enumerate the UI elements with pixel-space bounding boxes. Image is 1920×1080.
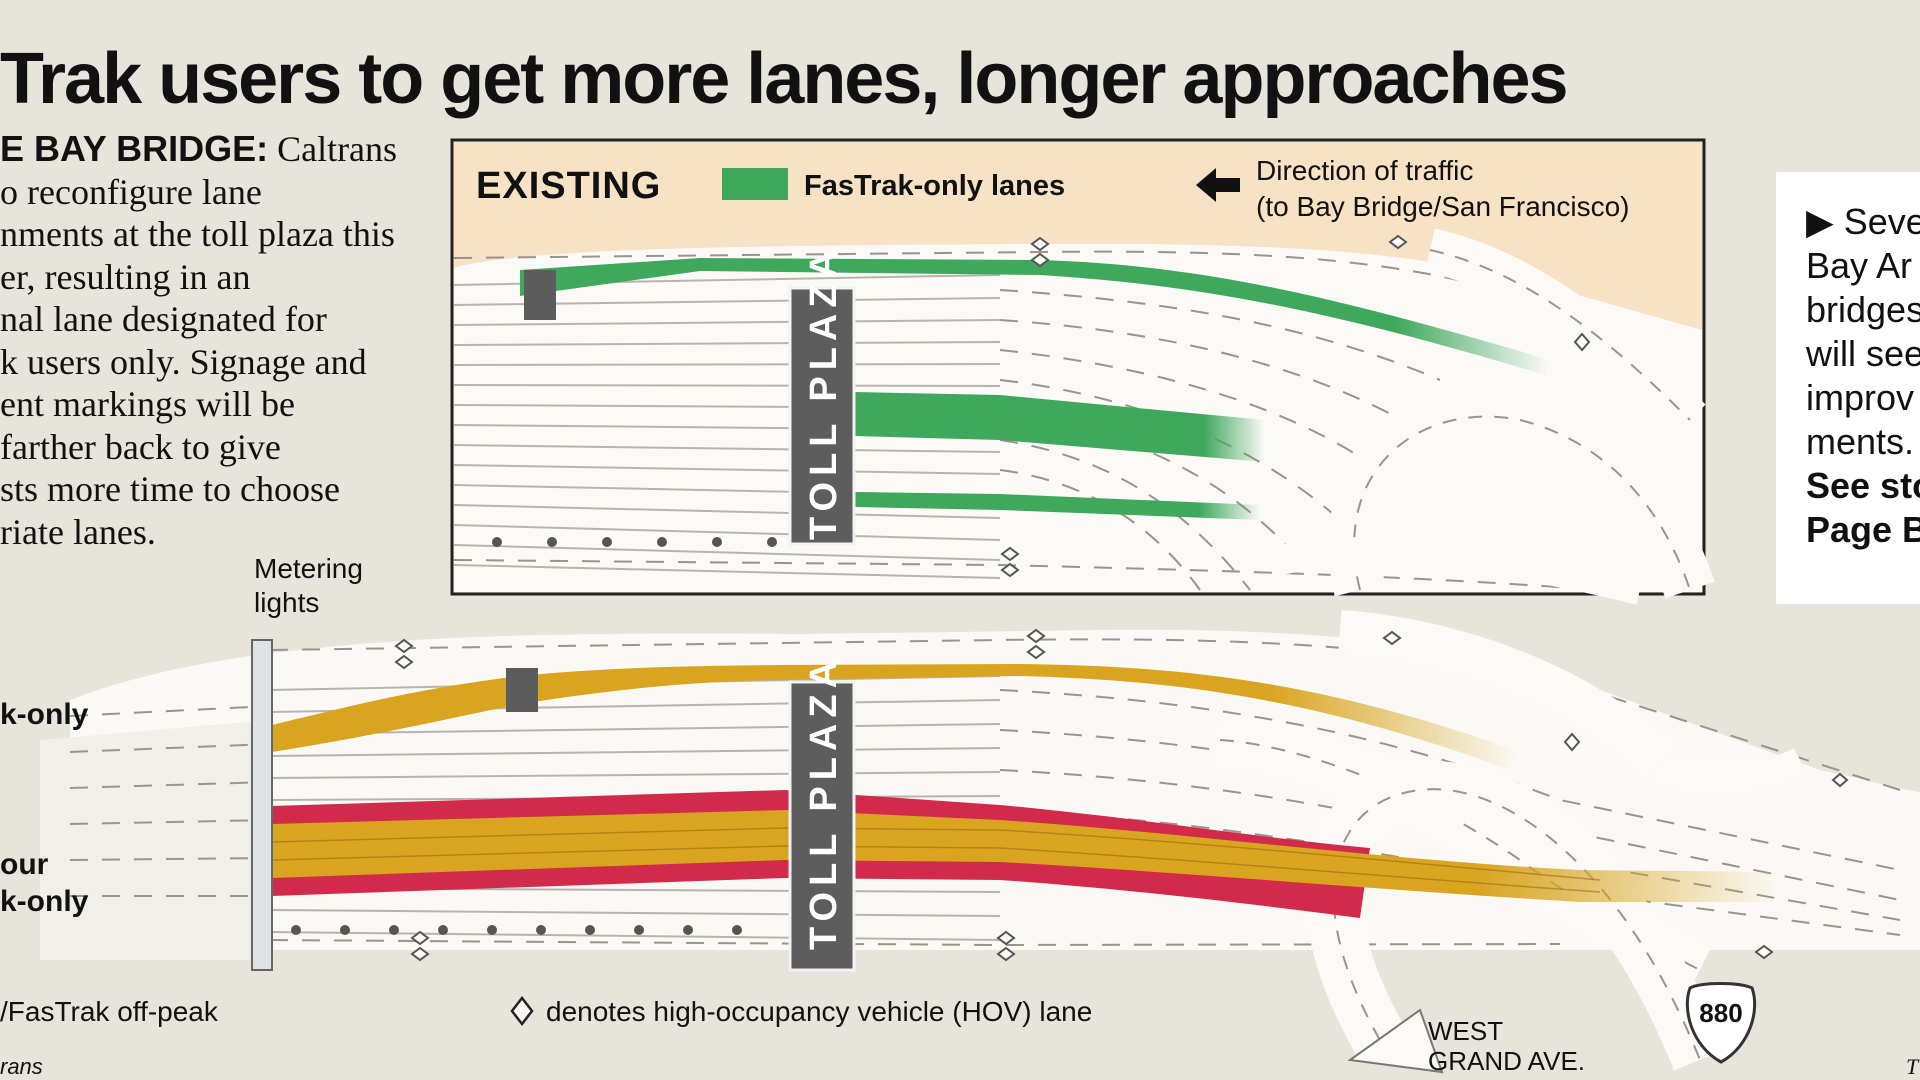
see-story-link[interactable]: See sto [1806,465,1920,506]
existing-hov-dots [492,537,777,547]
existing-fastrak-lane-middle [855,392,1265,462]
diamond-icon [510,995,534,1027]
corner-mark: T [1906,1054,1919,1079]
sidebar-line-2: Bay Ar [1806,245,1913,286]
related-story-sidebar [1776,172,1920,604]
intro-lead: E BAY BRIDGE: [0,128,269,169]
proposed-hov-dots [291,925,742,935]
fastrak-legend-label: FasTrak-only lanes [804,170,1065,202]
proposed-toll-plaza-bar [788,680,856,972]
direction-line-1: Direction of traffic [1256,155,1473,186]
fastrak-legend-swatch [722,168,788,200]
left-label-bottom: /FasTrak off-peak [0,996,218,1027]
source-credit: rans [0,1054,43,1079]
intro-line-9: riate lanes. [0,511,156,552]
sidebar-line-5: improv [1806,377,1915,418]
headline: Trak users to get more lanes, longer app… [0,39,1569,119]
existing-toll-plaza-bar [788,286,856,546]
left-label-upper: k-only [0,698,89,731]
metering-lights-label: Metering lights [254,553,363,618]
hov-legend-label: denotes high-occupancy vehicle (HOV) lan… [546,996,1093,1027]
intro-paragraph: E BAY BRIDGE: Caltrans o reconfigure lan… [0,128,400,553]
existing-metering-booth [524,270,556,320]
proposed-fastrak-lane-top [272,664,1520,770]
sidebar-line-3: bridges [1806,289,1920,330]
interstate-880-shield-icon: 880 [1685,982,1757,1064]
west-grand-arrow-icon [1347,1008,1444,1074]
sidebar-line-4: will see [1806,333,1920,374]
shield-number: 880 [1699,998,1742,1028]
intro-line-3: er, resulting in an [0,256,251,297]
left-arrow-icon [1196,168,1240,202]
proposed-hov-diamonds [394,628,1849,962]
related-story-text: ▶ Seve Bay Ar bridges will see improv me… [1806,200,1920,552]
left-label-lower: our k-only [0,848,89,918]
see-story-page[interactable]: Page B [1806,509,1920,550]
existing-title: EXISTING [476,165,661,207]
intro-line-0: Caltrans [268,129,398,169]
proposed-metering-booth [506,668,538,712]
proposed-diagram: TOLL PLAZA 880 [40,610,1920,1074]
metering-lights-bar [251,639,273,971]
proposed-toll-plaza-label: TOLL PLAZA [803,655,845,950]
existing-fastrak-lane-top [520,258,1550,375]
west-grand-label: WEST GRAND AVE. [1428,1016,1586,1076]
existing-panel: TOLL PLAZA EXISTING FasTrak-only lanes D… [450,138,1715,605]
existing-toll-plaza-label: TOLL PLAZA [803,245,845,540]
proposed-fastrak-band [272,810,1780,902]
intro-line-2: nments at the toll plaza this [0,214,395,254]
existing-hov-diamonds [1000,234,1591,578]
intro-line-4: nal lane designated for [0,299,327,339]
existing-fastrak-lane-bottom [855,492,1260,520]
intro-line-5: k users only. Signage and [0,341,367,382]
intro-line-6: ent markings will be [0,384,295,424]
intro-line-7: farther back to give [0,426,281,467]
intro-line-1: o reconfigure lane [0,171,262,212]
direction-line-2: (to Bay Bridge/San Francisco) [1256,191,1630,222]
sidebar-line-1: ▶ Seve [1806,201,1920,242]
sidebar-line-6: ments. [1806,421,1915,462]
intro-line-8: sts more time to choose [0,469,340,509]
